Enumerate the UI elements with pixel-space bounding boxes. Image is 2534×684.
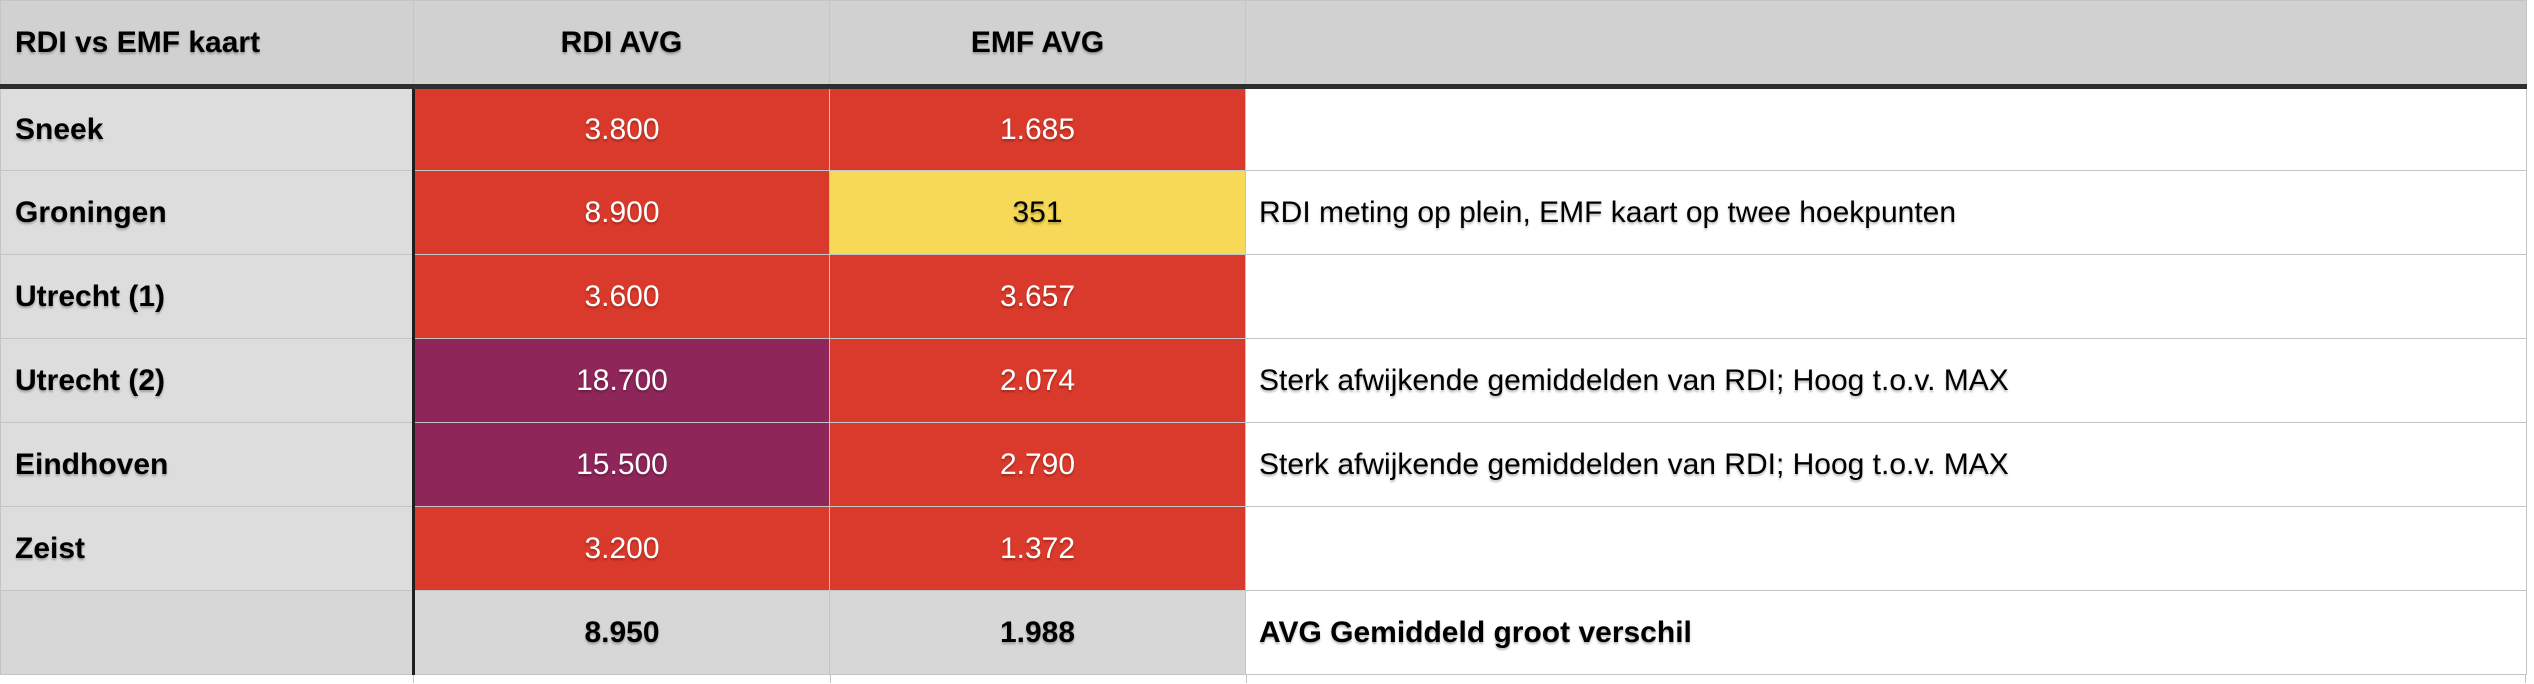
- summary-row-label[interactable]: [0, 590, 415, 675]
- rdi-avg-cell[interactable]: 15.500: [413, 422, 830, 507]
- summary-note-cell[interactable]: AVG Gemiddeld groot verschil: [1245, 590, 2527, 675]
- rdi-avg-cell[interactable]: 3.200: [413, 506, 830, 591]
- row-label[interactable]: Eindhoven: [0, 422, 415, 507]
- gridline: [2525, 675, 2526, 683]
- emf-avg-cell[interactable]: 2.074: [829, 338, 1246, 423]
- summary-rdi-avg-cell[interactable]: 8.950: [413, 590, 830, 675]
- emf-avg-cell[interactable]: 351: [829, 170, 1246, 255]
- table-row: Utrecht (1) 3.600 3.657: [0, 254, 2527, 339]
- row-label[interactable]: Utrecht (1): [0, 254, 415, 339]
- emf-avg-cell[interactable]: 3.657: [829, 254, 1246, 339]
- rdi-avg-cell[interactable]: 8.900: [413, 170, 830, 255]
- emf-avg-cell[interactable]: 1.685: [829, 86, 1246, 171]
- col-header-emf-avg[interactable]: EMF AVG: [829, 0, 1246, 89]
- rdi-avg-cell[interactable]: 3.800: [413, 86, 830, 171]
- row-label[interactable]: Sneek: [0, 86, 415, 171]
- table-row: Groningen 8.900 351 RDI meting op plein,…: [0, 170, 2527, 255]
- note-cell[interactable]: Sterk afwijkende gemiddelden van RDI; Ho…: [1245, 422, 2527, 507]
- col-header-rdi-avg[interactable]: RDI AVG: [413, 0, 830, 89]
- note-cell[interactable]: RDI meting op plein, EMF kaart op twee h…: [1245, 170, 2527, 255]
- table-row: Sneek 3.800 1.685: [0, 86, 2527, 171]
- note-cell[interactable]: Sterk afwijkende gemiddelden van RDI; Ho…: [1245, 338, 2527, 423]
- note-cell[interactable]: [1245, 86, 2527, 171]
- rdi-avg-cell[interactable]: 18.700: [413, 338, 830, 423]
- col-header-notes[interactable]: [1245, 0, 2527, 89]
- header-row: RDI vs EMF kaart RDI AVG EMF AVG: [0, 0, 2527, 89]
- row-label[interactable]: Utrecht (2): [0, 338, 415, 423]
- row-label[interactable]: Groningen: [0, 170, 415, 255]
- gridline: [413, 675, 414, 683]
- col-header-title[interactable]: RDI vs EMF kaart: [0, 0, 414, 89]
- table-row: Utrecht (2) 18.700 2.074 Sterk afwijkend…: [0, 338, 2527, 423]
- emf-avg-cell[interactable]: 2.790: [829, 422, 1246, 507]
- note-cell[interactable]: [1245, 506, 2527, 591]
- table-row: Zeist 3.200 1.372: [0, 506, 2527, 591]
- table-row: Eindhoven 15.500 2.790 Sterk afwijkende …: [0, 422, 2527, 507]
- next-row-partial: [0, 675, 2526, 683]
- gridline: [830, 675, 831, 683]
- note-cell[interactable]: [1245, 254, 2527, 339]
- gridline: [1246, 675, 1247, 683]
- summary-emf-avg-cell[interactable]: 1.988: [829, 590, 1246, 675]
- summary-row: 8.950 1.988 AVG Gemiddeld groot verschil: [0, 590, 2527, 675]
- rdi-avg-cell[interactable]: 3.600: [413, 254, 830, 339]
- row-label[interactable]: Zeist: [0, 506, 415, 591]
- emf-avg-cell[interactable]: 1.372: [829, 506, 1246, 591]
